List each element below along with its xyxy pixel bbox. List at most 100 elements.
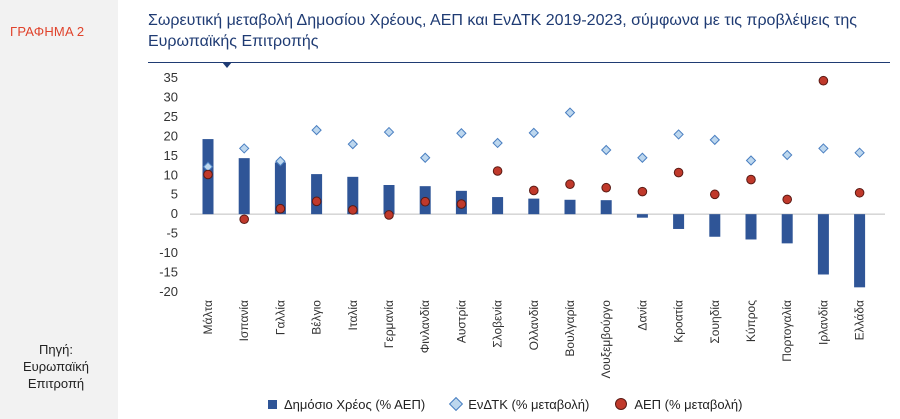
debt-bar [238,158,250,215]
category-label: Μάλτα [201,300,215,335]
debt-bar [492,197,504,215]
etdk-marker [419,152,431,163]
y-tick-label: 15 [164,148,178,163]
etdk-marker [745,155,757,166]
legend-item-gdp: ΑΕΠ (% μεταβολή) [615,397,742,412]
legend: Δημόσιο Χρέος (% ΑΕΠ) ΕνΔΤΚ (% μεταβολή)… [268,394,768,414]
source-note: Πηγή: Ευρωπαϊκή Επιτροπή [6,341,106,392]
category-label: Δανία [635,300,649,331]
etdk-marker [528,127,540,139]
gdp-marker [384,210,394,220]
category-label: Φινλανδία [418,300,432,353]
etdk-marker [347,138,359,150]
gdp-marker [673,167,684,178]
debt-bar [745,214,757,240]
debt-bar [781,214,793,244]
category-label: Κύπρος [744,300,758,342]
gdp-marker [456,199,467,209]
category-label: Σουηδία [708,300,722,344]
etdk-marker [781,149,793,161]
category-label: Ισπανία [237,300,251,341]
category-label: Βουλγαρία [563,300,577,357]
gdp-marker [637,186,648,197]
y-tick-label: 10 [164,167,178,182]
legend-item-etdk: ΕνΔΤΚ (% μεταβολή) [449,396,590,412]
y-axis: 35 30 25 20 15 10 5 0 -5 -10 -15 -20 [159,70,178,299]
y-tick-label: 5 [171,187,178,202]
title-divider [148,62,890,63]
gdp-marker [565,179,575,190]
gdp-marker [710,189,720,200]
legend-item-debt: Δημόσιο Χρέος (% ΑΕΠ) [268,397,425,412]
debt-bar [347,176,359,215]
etdk-marker [456,128,467,139]
etdk-marker [492,137,503,149]
category-label: Γερμανία [382,300,396,348]
y-tick-label: 0 [171,206,178,221]
legend-label-debt: Δημόσιο Χρέος (% ΑΕΠ) [284,396,426,412]
etdk-marker [383,126,395,138]
source-line-2: Ευρωπαϊκή [22,359,90,374]
gdp-marker [746,174,756,185]
etdk-marker [238,143,250,154]
etdk-marker [673,129,684,140]
gdp-marker [311,196,322,207]
category-label: Ιταλία [346,300,360,331]
debt-bar [383,185,395,215]
etdk-marker [818,143,829,154]
debt-bar [564,199,576,215]
category-label: Γαλλία [273,300,287,335]
category-label: Κροατία [672,300,686,343]
title-notch [222,62,232,68]
etdk-markers [202,107,865,172]
bar-swatch-icon [268,399,277,409]
category-label: Ιρλανδία [816,300,830,345]
debt-bar [709,214,721,237]
gdp-marker [420,196,431,207]
category-label: Βέλγιο [310,300,324,335]
etdk-marker [311,124,322,136]
debt-bar [673,214,685,229]
gdp-marker [854,187,865,198]
gdp-marker [818,75,829,86]
y-tick-label: 20 [164,128,178,143]
y-tick-label: 25 [164,109,178,124]
dot-marker-icon [615,398,628,410]
debt-bar [817,214,829,275]
debt-bar [854,214,866,288]
gdp-marker [348,205,358,215]
etdk-marker [637,152,648,163]
gdp-marker [275,203,286,214]
debt-bar [528,198,540,215]
y-tick-label: -20 [159,284,178,299]
category-label: Ελλάδα [853,300,867,340]
debt-bars [202,139,866,288]
category-label: Ολλανδία [527,300,541,350]
etdk-marker [854,147,865,158]
legend-label-gdp: ΑΕΠ (% μεταβολή) [634,396,743,412]
category-label: Σλοβενία [491,300,505,348]
etdk-marker [564,107,576,118]
gdp-marker [203,169,213,180]
y-tick-label: -5 [166,226,178,241]
category-label: Αυστρία [454,300,468,343]
gdp-marker [492,166,503,176]
x-axis-labels: Μάλτα Ισπανία Γαλλία Βέλγιο Ιταλία Γερμανία Φι… [201,300,867,379]
etdk-marker [600,144,612,156]
chart-number-label: ΓΡΑΦΗΜΑ 2 [10,24,85,39]
gdp-markers [203,75,865,225]
debt-bar [600,200,612,215]
gdp-marker [601,182,612,193]
debt-bar [274,162,286,215]
gdp-marker [239,214,249,225]
y-tick-label: 35 [164,70,178,85]
category-label: Πορτογαλία [780,300,794,362]
y-tick-label: -10 [159,245,178,260]
legend-label-etdk: ΕνΔΤΚ (% μεταβολή) [468,396,590,412]
source-line-3: Επιτροπή [27,376,85,391]
side-panel: ΓΡΑΦΗΜΑ 2 Πηγή: Ευρωπαϊκή Επιτροπή [0,0,118,419]
gdp-marker [529,185,539,196]
y-tick-label: -15 [159,265,178,280]
chart-panel [134,0,900,419]
